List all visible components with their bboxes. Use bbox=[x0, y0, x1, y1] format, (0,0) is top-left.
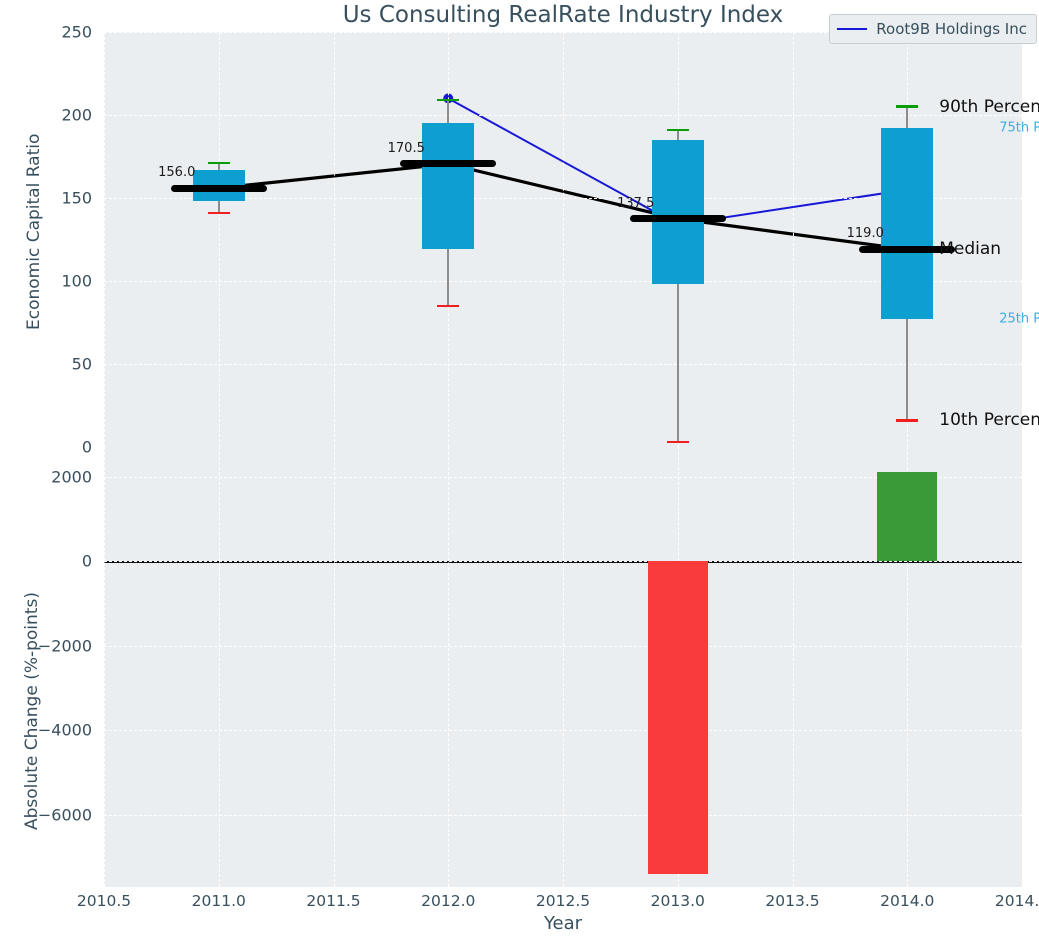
gridline-vertical bbox=[219, 32, 220, 447]
gridline-vertical bbox=[793, 447, 794, 887]
annotation-p25: 25th Percentile bbox=[999, 312, 1039, 327]
y-tick-label: 100 bbox=[61, 272, 92, 291]
y-tick-label: 2000 bbox=[51, 467, 92, 486]
change-bar-positive[interactable] bbox=[877, 472, 937, 561]
y-tick-label: 250 bbox=[61, 23, 92, 42]
box-iqr[interactable] bbox=[881, 128, 933, 319]
gridline-vertical bbox=[334, 32, 335, 447]
whisker-cap-p90 bbox=[667, 129, 689, 132]
annotation-p90: 90th Percentile bbox=[939, 97, 1039, 117]
gridline-vertical bbox=[334, 447, 335, 887]
gridline-vertical bbox=[104, 32, 105, 447]
legend-line-swatch bbox=[837, 28, 867, 30]
y-tick-label: 0 bbox=[82, 438, 92, 457]
box-iqr[interactable] bbox=[652, 140, 704, 284]
legend[interactable]: Root9B Holdings Inc bbox=[829, 14, 1037, 44]
y-tick-label: −6000 bbox=[38, 806, 92, 825]
x-tick-label: 2011.0 bbox=[192, 892, 246, 910]
annotation-p75: 75th Percentile bbox=[999, 121, 1039, 136]
x-tick-label: 2013.0 bbox=[651, 892, 705, 910]
y-axis-label-bottom: Absolute Change (%-points) bbox=[22, 592, 42, 830]
gridline-vertical bbox=[104, 447, 105, 887]
x-tick-label: 2012.0 bbox=[421, 892, 475, 910]
y-tick-label: 200 bbox=[61, 106, 92, 125]
annotation-median: Median bbox=[939, 239, 1001, 259]
x-tick-label: 2014.0 bbox=[880, 892, 934, 910]
x-tick-label: 2014.5 bbox=[995, 892, 1039, 910]
box-iqr[interactable] bbox=[422, 123, 474, 249]
whisker-cap-p10 bbox=[208, 212, 230, 215]
median-value-label: 137.5 bbox=[617, 196, 654, 211]
change-bar-negative[interactable] bbox=[648, 561, 708, 874]
gridline-vertical bbox=[1022, 32, 1023, 447]
y-tick-label: 150 bbox=[61, 189, 92, 208]
x-tick-label: 2011.5 bbox=[306, 892, 360, 910]
y-tick-label: 50 bbox=[72, 355, 92, 374]
y-tick-label: −2000 bbox=[38, 636, 92, 655]
gridline-vertical bbox=[793, 32, 794, 447]
whisker-cap-p10 bbox=[667, 441, 689, 444]
figure: Us Consulting RealRate Industry Index 15… bbox=[0, 0, 1039, 942]
gridline-vertical bbox=[448, 447, 449, 887]
median-value-label: 156.0 bbox=[158, 165, 195, 180]
boxplot-axes: 156.0 170.5 137.5 119.0 bbox=[104, 32, 1022, 447]
whisker-cap-p90 bbox=[437, 99, 459, 102]
gridline-vertical bbox=[563, 32, 564, 447]
annotation-p10: 10th Percentile bbox=[939, 410, 1039, 430]
y-tick-label: −4000 bbox=[38, 721, 92, 740]
y-axis-label-top: Economic Capital Ratio bbox=[24, 134, 44, 330]
legend-label-root9b: Root9B Holdings Inc bbox=[876, 20, 1027, 38]
x-axis-label: Year bbox=[104, 913, 1022, 934]
x-tick-label: 2010.5 bbox=[77, 892, 131, 910]
change-bar-axes bbox=[104, 447, 1022, 887]
median-value-label: 119.0 bbox=[847, 226, 884, 241]
x-tick-label: 2012.5 bbox=[536, 892, 590, 910]
y-tick-label: 0 bbox=[82, 552, 92, 571]
whisker-cap-p90 bbox=[896, 105, 918, 108]
whisker-cap-p10 bbox=[437, 305, 459, 308]
x-tick-label: 2013.5 bbox=[765, 892, 819, 910]
median-bar[interactable] bbox=[630, 215, 726, 222]
median-bar[interactable] bbox=[400, 160, 496, 167]
whisker-cap-p90 bbox=[208, 162, 230, 165]
gridline-vertical bbox=[219, 447, 220, 887]
gridline-vertical bbox=[1022, 447, 1023, 887]
median-value-label: 170.5 bbox=[388, 141, 425, 156]
median-bar[interactable] bbox=[171, 185, 267, 192]
whisker-cap-p10 bbox=[896, 419, 918, 422]
gridline-vertical bbox=[563, 447, 564, 887]
